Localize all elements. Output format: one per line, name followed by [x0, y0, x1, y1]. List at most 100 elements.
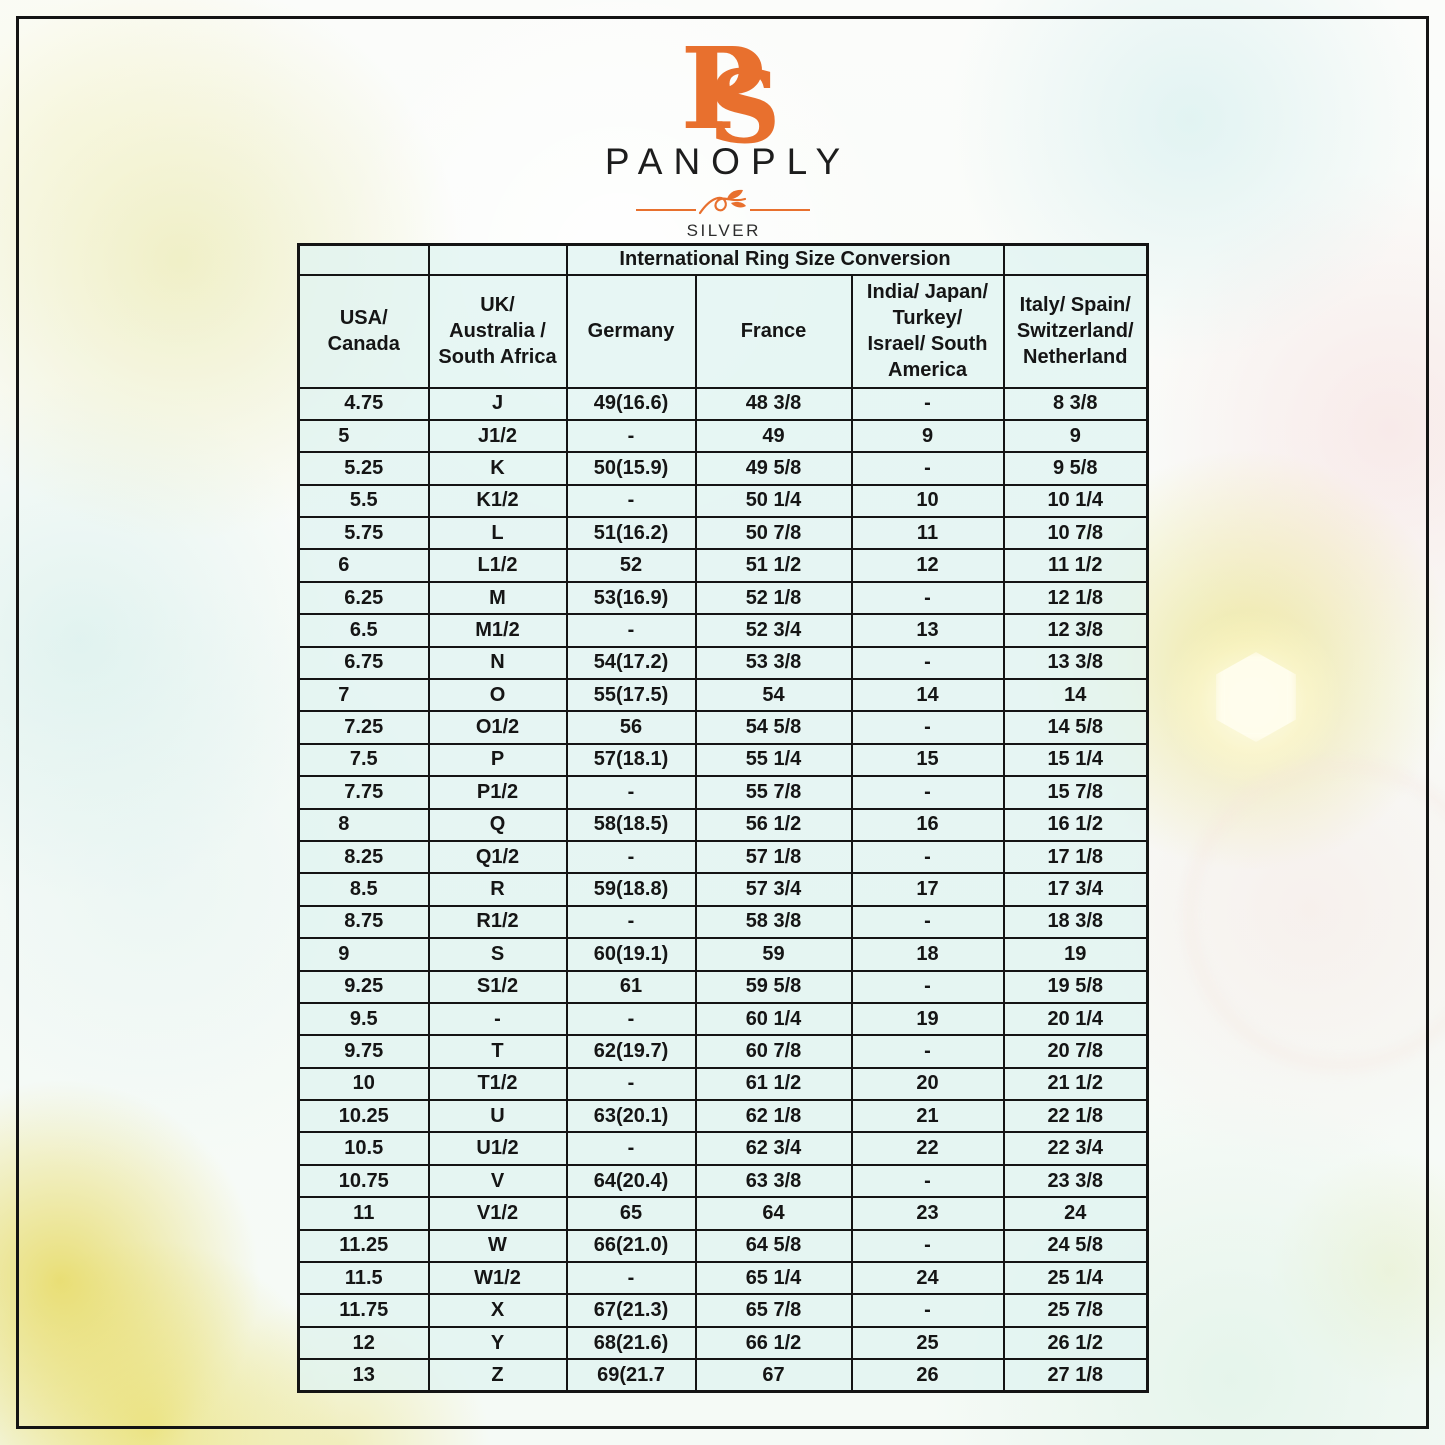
- column-header: USA/ Canada: [297, 273, 430, 389]
- table-cell: K: [427, 451, 568, 486]
- table-cell: 26: [850, 1358, 1005, 1393]
- table-cell: 9.75: [297, 1034, 430, 1069]
- column-header: UK/ Australia / South Africa: [427, 273, 568, 389]
- table-cell: L1/2: [427, 548, 568, 583]
- table-row: 5.25 K 50(15.9) 49 5/8-9 5/8: [297, 451, 1149, 486]
- table-row: 10.5 U1/2-62 3/4 22 22 3/4: [297, 1131, 1149, 1166]
- table-cell-empty: [427, 243, 568, 276]
- table-cell: 11.5: [297, 1261, 430, 1296]
- table-cell: 9.25: [297, 969, 430, 1004]
- table-cell: 9: [297, 937, 430, 972]
- table-row: 6.25 M 53(16.9) 52 1/8-12 1/8: [297, 580, 1149, 616]
- table-cell: 10 1/4: [1002, 483, 1149, 519]
- table-cell: 48 3/8: [694, 386, 853, 421]
- table-cell: -: [850, 775, 1005, 810]
- table-cell: 9: [850, 418, 1005, 454]
- table-row: 6.75 N 54(17.2) 53 3/8-13 3/8: [297, 645, 1149, 681]
- table-cell: P: [427, 742, 568, 778]
- table-cell: Q1/2: [427, 839, 568, 875]
- table-cell: 10.75: [297, 1163, 430, 1199]
- table-row: 7 O 55(17.5) 54 14 14: [297, 678, 1149, 713]
- table-cell: 11: [297, 1196, 430, 1231]
- table-cell: 25 1/4: [1002, 1261, 1149, 1296]
- table-row: 9.75 T 62(19.7) 60 7/8-20 7/8: [297, 1034, 1149, 1069]
- table-cell: 5.25: [297, 451, 430, 486]
- table-cell: -: [850, 645, 1005, 681]
- table-cell: 66 1/2: [694, 1325, 853, 1361]
- table-cell: 8 3/8: [1002, 386, 1149, 421]
- table-row: 4.75 J 49(16.6) 48 3/8-8 3/8: [297, 386, 1149, 421]
- table-row: 6 L1/2 52 51 1/2 12 11 1/2: [297, 548, 1149, 583]
- table-cell: U1/2: [427, 1131, 568, 1166]
- table-cell: 64: [694, 1196, 853, 1231]
- table-cell: 61 1/2: [694, 1066, 853, 1102]
- table-cell: 6.5: [297, 613, 430, 648]
- table-cell: 25 7/8: [1002, 1293, 1149, 1328]
- table-row: 11.5 W1/2-65 1/4 24 25 1/4: [297, 1261, 1149, 1296]
- table-cell: 26 1/2: [1002, 1325, 1149, 1361]
- table-cell: 7.75: [297, 775, 430, 810]
- table-cell: 13: [297, 1358, 430, 1393]
- table-cell: 6: [297, 548, 430, 583]
- table-cell: 59: [694, 937, 853, 972]
- table-cell: 52 1/8: [694, 580, 853, 616]
- table-title: International Ring Size Conversion: [565, 243, 1005, 276]
- table-cell: N: [427, 645, 568, 681]
- table-cell: 58 3/8: [694, 904, 853, 940]
- table-cell: 25: [850, 1325, 1005, 1361]
- table-cell: 22 3/4: [1002, 1131, 1149, 1166]
- monogram-letter-s: S: [708, 48, 781, 166]
- brand-logo: P S PANOPLY SILVER: [0, 34, 1445, 241]
- table-row: 8.25 Q1/2-57 1/8-17 1/8: [297, 839, 1149, 875]
- table-cell: 11 1/2: [1002, 548, 1149, 583]
- table-cell: K1/2: [427, 483, 568, 519]
- table-cell: 10 7/8: [1002, 516, 1149, 551]
- table-cell: 24: [850, 1261, 1005, 1296]
- table-cell: 20 7/8: [1002, 1034, 1149, 1069]
- table-cell: -: [565, 1001, 697, 1037]
- table-row: 12 Y 68(21.6) 66 1/2 25 26 1/2: [297, 1325, 1149, 1361]
- table-cell: 59(18.8): [565, 872, 697, 907]
- table-cell: X: [427, 1293, 568, 1328]
- table-cell: 10.25: [297, 1099, 430, 1134]
- table-cell-empty: [297, 243, 430, 276]
- table-row: 11.25 W 66(21.0) 64 5/8-24 5/8: [297, 1228, 1149, 1264]
- table-cell: 50 1/4: [694, 483, 853, 519]
- table-row: 5.75 L 51(16.2) 50 7/8 11 10 7/8: [297, 516, 1149, 551]
- table-cell: Y: [427, 1325, 568, 1361]
- table-cell: 69(21.7: [565, 1358, 697, 1393]
- ring-size-table: International Ring Size Conversion USA/ C…: [297, 243, 1149, 1394]
- table-cell: -: [850, 580, 1005, 616]
- table-cell: 15 1/4: [1002, 742, 1149, 778]
- bokeh-ring: [1185, 760, 1445, 1070]
- table-cell: -: [850, 1034, 1005, 1069]
- table-cell: O: [427, 678, 568, 713]
- table-cell: -: [850, 1228, 1005, 1264]
- table-cell: 16: [850, 807, 1005, 842]
- table-cell: 11: [850, 516, 1005, 551]
- table-cell: 51 1/2: [694, 548, 853, 583]
- table-cell: -: [850, 969, 1005, 1004]
- table-cell: 62 1/8: [694, 1099, 853, 1134]
- table-cell: 13: [850, 613, 1005, 648]
- table-cell: 53(16.9): [565, 580, 697, 616]
- table-cell: 12 3/8: [1002, 613, 1149, 648]
- table-cell: Q: [427, 807, 568, 842]
- table-cell: 10.5: [297, 1131, 430, 1166]
- table-cell: 57 3/4: [694, 872, 853, 907]
- table-cell: 54 5/8: [694, 710, 853, 745]
- table-row: 13 Z 69(21.7 67 26 27 1/8: [297, 1358, 1149, 1393]
- monogram-letter-p: P: [680, 24, 765, 155]
- table-cell: T1/2: [427, 1066, 568, 1102]
- table-cell: 60(19.1): [565, 937, 697, 972]
- table-cell-value: 6: [338, 554, 350, 577]
- table-cell: 22 1/8: [1002, 1099, 1149, 1134]
- table-cell: 68(21.6): [565, 1325, 697, 1361]
- table-row: 9.25 S1/2 61 59 5/8-19 5/8: [297, 969, 1149, 1004]
- table-cell: 64(20.4): [565, 1163, 697, 1199]
- table-row: 8.5 R 59(18.8) 57 3/4 17 17 3/4: [297, 872, 1149, 907]
- table-cell: 24: [1002, 1196, 1149, 1231]
- table-cell: S1/2: [427, 969, 568, 1004]
- table-cell: -: [565, 904, 697, 940]
- column-header: Germany: [565, 273, 697, 389]
